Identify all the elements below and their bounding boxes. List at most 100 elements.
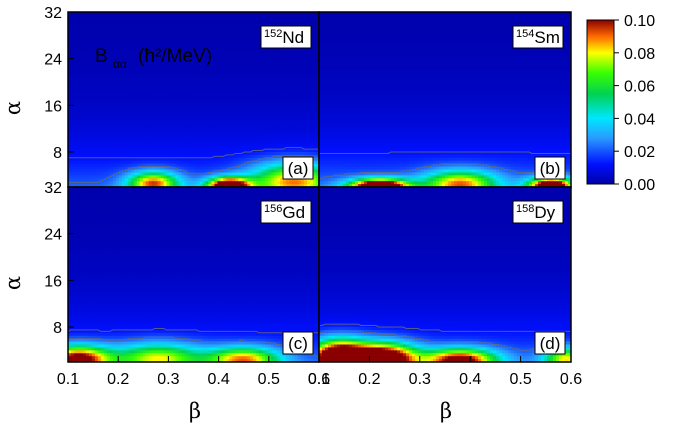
heatmap-cell	[295, 14, 299, 19]
heatmap-cell	[139, 125, 144, 130]
heatmap-cell	[151, 93, 156, 98]
heatmap-cell	[160, 38, 165, 42]
heatmap-cell	[172, 17, 177, 22]
heatmap-cell	[214, 49, 219, 54]
heatmap-cell	[199, 108, 204, 112]
heatmap-cell	[313, 128, 317, 133]
heatmap-cell	[169, 137, 174, 141]
heatmap-cell	[292, 79, 296, 83]
heatmap-cell	[253, 137, 257, 141]
heatmap-cell	[220, 149, 224, 153]
heatmap-cell	[265, 117, 269, 121]
heatmap-cell	[235, 47, 239, 51]
heatmap-cell	[127, 73, 132, 77]
heatmap-cell	[109, 114, 114, 118]
heatmap-cell	[238, 96, 242, 101]
heatmap-cell	[160, 157, 165, 162]
heatmap-cell	[169, 131, 174, 136]
heatmap-cell	[121, 82, 126, 86]
heatmap-cell	[106, 70, 111, 74]
heatmap-cell	[223, 90, 227, 95]
heatmap-cell	[91, 29, 96, 34]
heatmap-cell	[187, 38, 192, 42]
heatmap-cell	[70, 84, 75, 89]
heatmap-cell	[160, 55, 165, 60]
heatmap-cell	[292, 58, 296, 63]
heatmap-cell	[220, 17, 224, 22]
heatmap-cell	[196, 82, 201, 86]
heatmap-cell	[310, 38, 314, 42]
heatmap-cell	[115, 163, 120, 168]
heatmap-cell	[277, 119, 281, 124]
heatmap-cell	[151, 67, 156, 71]
heatmap-cell	[232, 29, 236, 34]
heatmap-cell	[178, 64, 183, 69]
heatmap-cell	[229, 125, 233, 130]
heatmap-cell	[202, 119, 207, 124]
heatmap-cell	[217, 44, 221, 48]
heatmap-cell	[115, 169, 120, 174]
heatmap-cell	[145, 166, 150, 171]
heatmap-cell	[130, 35, 135, 39]
heatmap-cell	[241, 114, 245, 118]
heatmap-cell	[172, 79, 177, 83]
heatmap-cell	[160, 178, 165, 182]
heatmap-cell	[154, 140, 159, 144]
heatmap-cell	[238, 184, 242, 187]
heatmap-cell	[94, 137, 99, 141]
heatmap-cell	[70, 108, 75, 112]
heatmap-cell	[154, 29, 159, 34]
heatmap-cell	[148, 117, 153, 121]
heatmap-cell	[112, 149, 117, 153]
heatmap-cell	[124, 152, 129, 156]
heatmap-cell	[106, 184, 111, 187]
heatmap-cell	[142, 111, 147, 115]
heatmap-cell	[94, 149, 99, 153]
heatmap-cell	[280, 152, 284, 156]
heatmap-cell	[127, 117, 132, 121]
heatmap-cell	[148, 122, 153, 127]
heatmap-cell	[274, 14, 278, 19]
heatmap-cell	[295, 96, 299, 101]
heatmap-cell	[313, 87, 317, 92]
heatmap-cell	[103, 76, 108, 80]
heatmap-cell	[262, 160, 266, 165]
heatmap-cell	[196, 178, 201, 182]
heatmap-cell	[109, 84, 114, 89]
heatmap-cell	[142, 61, 147, 66]
heatmap-cell	[136, 38, 141, 42]
heatmap-cell	[97, 137, 102, 141]
heatmap-cell	[106, 12, 111, 16]
heatmap-cell	[157, 111, 162, 115]
heatmap-cell	[148, 178, 153, 182]
heatmap-cell	[100, 67, 105, 71]
heatmap-cell	[163, 47, 168, 51]
heatmap-cell	[217, 143, 221, 147]
heatmap-cell	[247, 35, 251, 39]
heatmap-cell	[172, 152, 177, 156]
heatmap-cell	[289, 55, 293, 60]
heatmap-cell	[139, 35, 144, 39]
heatmap-cell	[160, 105, 165, 109]
heatmap-cell	[268, 99, 272, 104]
heatmap-cell	[151, 41, 156, 45]
heatmap-cell	[136, 44, 141, 48]
heatmap-cell	[142, 169, 147, 174]
heatmap-cell	[97, 58, 102, 63]
heatmap-cell	[112, 55, 117, 60]
heatmap-cell	[175, 125, 180, 130]
heatmap-cell	[244, 125, 248, 130]
heatmap-cell	[280, 47, 284, 51]
heatmap-cell	[157, 76, 162, 80]
heatmap-cell	[184, 52, 189, 57]
heatmap-cell	[217, 14, 221, 19]
heatmap-cell	[115, 38, 120, 42]
heatmap-cell	[142, 137, 147, 141]
heatmap-cell	[226, 70, 230, 74]
heatmap-cell	[271, 96, 275, 101]
heatmap-cell	[268, 96, 272, 101]
heatmap-cell	[127, 96, 132, 101]
heatmap-cell	[229, 49, 233, 54]
heatmap-cell	[151, 175, 156, 179]
heatmap-cell	[160, 23, 165, 28]
